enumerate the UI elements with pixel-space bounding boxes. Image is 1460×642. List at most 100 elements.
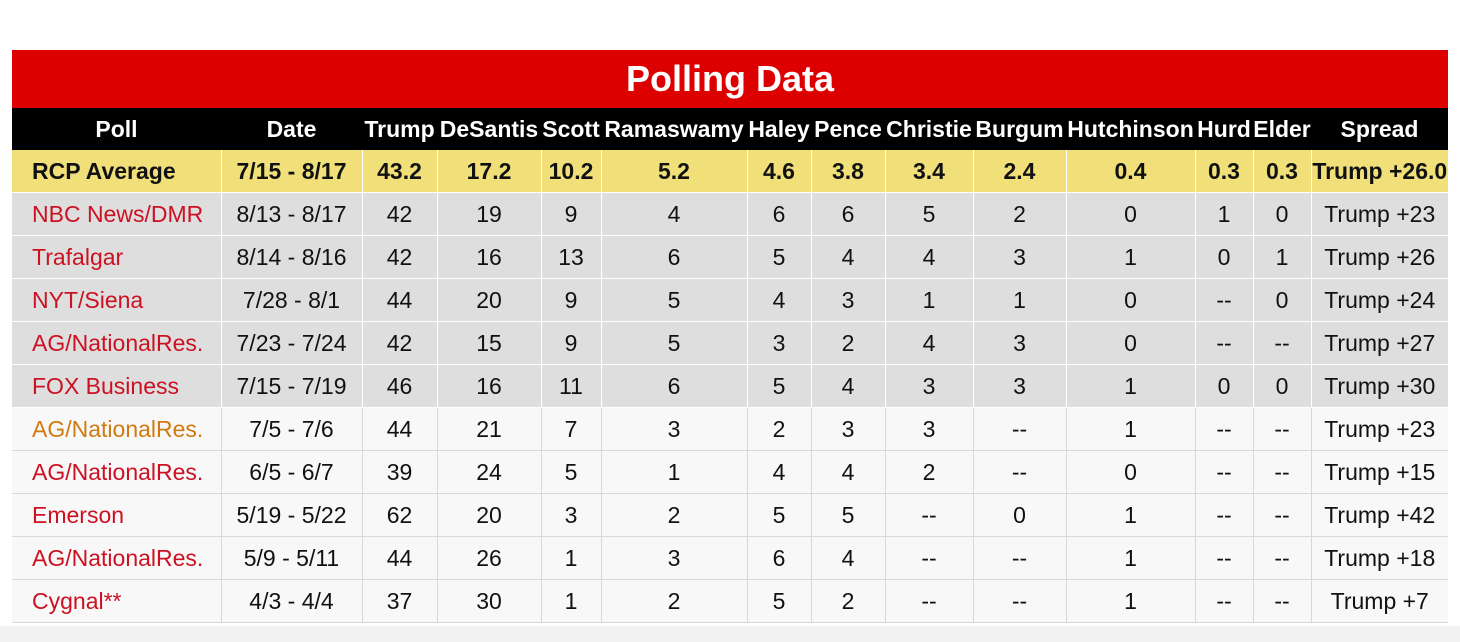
table-cell: -- [1194,321,1253,365]
table-cell: 1 [1065,407,1195,451]
table-cell: 39 [361,450,437,494]
average-cell: 0.3 [1252,150,1311,193]
poll-link[interactable]: Emerson [12,493,221,537]
col-hutchinson[interactable]: Hutchinson [1066,108,1195,150]
table-cell: -- [1194,407,1253,451]
table-cell: 1 [1065,493,1195,537]
poll-date: 8/13 - 8/17 [220,192,362,236]
polling-data-panel: Polling Data Poll Date Trump DeSantis Sc… [12,50,1448,623]
table-cell: 1 [540,536,601,580]
table-cell: 5 [884,192,973,236]
table-cell: 0 [1194,235,1253,279]
table-cell: 2 [810,321,885,365]
spread-cell: Trump +23 [1310,192,1448,236]
col-burgum[interactable]: Burgum [973,108,1066,150]
table-cell: 4 [810,235,885,279]
average-spread: Trump +26.0 [1310,150,1448,193]
table-cell: 11 [540,364,601,408]
col-elder[interactable]: Elder [1253,108,1311,150]
poll-date: 7/15 - 7/19 [220,364,362,408]
table-cell: 4 [746,278,811,322]
table-cell: 6 [746,192,811,236]
bottom-strip [0,626,1460,642]
col-pence[interactable]: Pence [811,108,885,150]
table-cell: 1 [1194,192,1253,236]
poll-link[interactable]: NBC News/DMR [12,192,221,236]
table-cell: 16 [436,235,541,279]
table-cell: 46 [361,364,437,408]
table-cell: 2 [746,407,811,451]
col-spread[interactable]: Spread [1311,108,1448,150]
table-row: NBC News/DMR 8/13 - 8/17 42 19 9 4 6 6 5… [12,192,1448,236]
table-cell: -- [1194,536,1253,580]
table-cell: 5 [600,321,747,365]
poll-link[interactable]: AG/NationalRes. [12,321,221,365]
table-cell: 0 [1065,278,1195,322]
table-cell: 6 [600,364,747,408]
col-desantis[interactable]: DeSantis [437,108,541,150]
spread-cell: Trump +15 [1310,450,1448,494]
average-cell: 43.2 [361,150,437,193]
table-cell: 1 [1065,579,1195,623]
table-cell: 0 [1065,321,1195,365]
spread-cell: Trump +26 [1310,235,1448,279]
col-date[interactable]: Date [221,108,362,150]
average-cell: 5.2 [600,150,747,193]
poll-date: 4/3 - 4/4 [220,579,362,623]
spread-cell: Trump +42 [1310,493,1448,537]
col-ramaswamy[interactable]: Ramaswamy [601,108,747,150]
table-row: FOX Business 7/15 - 7/19 46 16 11 6 5 4 … [12,364,1448,408]
poll-link[interactable]: Cygnal** [12,579,221,623]
poll-link[interactable]: AG/NationalRes. [12,450,221,494]
poll-date: 5/19 - 5/22 [220,493,362,537]
table-cell: 16 [436,364,541,408]
table-cell: 3 [810,278,885,322]
table-cell: 0 [1065,192,1195,236]
table-row: Cygnal** 4/3 - 4/4 37 30 1 2 5 2 -- -- 1… [12,579,1448,623]
table-cell: 0 [1252,364,1311,408]
table-cell: 37 [361,579,437,623]
table-cell: 13 [540,235,601,279]
average-cell: 0.4 [1065,150,1195,193]
table-cell: 0 [1252,192,1311,236]
poll-link[interactable]: AG/NationalRes. [12,407,221,451]
table-cell: -- [884,493,973,537]
col-poll[interactable]: Poll [12,108,221,150]
table-cell: 0 [1252,278,1311,322]
poll-link[interactable]: FOX Business [12,364,221,408]
average-cell: 0.3 [1194,150,1253,193]
poll-link[interactable]: NYT/Siena [12,278,221,322]
table-row: AG/NationalRes. 6/5 - 6/7 39 24 5 1 4 4 … [12,450,1448,494]
col-christie[interactable]: Christie [885,108,973,150]
table-cell: 1 [884,278,973,322]
polling-table: Poll Date Trump DeSantis Scott Ramaswamy… [12,108,1448,623]
table-cell: 0 [1065,450,1195,494]
col-trump[interactable]: Trump [362,108,437,150]
table-cell: -- [1252,536,1311,580]
table-cell: 5 [746,493,811,537]
table-cell: 42 [361,192,437,236]
table-cell: 5 [600,278,747,322]
table-cell: 7 [540,407,601,451]
average-cell: 3.8 [810,150,885,193]
col-haley[interactable]: Haley [747,108,811,150]
table-cell: 4 [810,450,885,494]
table-cell: 3 [972,321,1066,365]
table-cell: 24 [436,450,541,494]
table-row: AG/NationalRes. 7/23 - 7/24 42 15 9 5 3 … [12,321,1448,365]
table-cell: 21 [436,407,541,451]
table-cell: 6 [810,192,885,236]
table-cell: 42 [361,235,437,279]
col-hurd[interactable]: Hurd [1195,108,1253,150]
table-cell: 1 [600,450,747,494]
table-cell: 2 [972,192,1066,236]
table-cell: 2 [884,450,973,494]
col-scott[interactable]: Scott [541,108,601,150]
table-cell: 9 [540,192,601,236]
table-cell: 3 [600,536,747,580]
poll-link[interactable]: AG/NationalRes. [12,536,221,580]
table-cell: 4 [810,536,885,580]
poll-date: 7/28 - 8/1 [220,278,362,322]
table-cell: 3 [746,321,811,365]
poll-link[interactable]: Trafalgar [12,235,221,279]
